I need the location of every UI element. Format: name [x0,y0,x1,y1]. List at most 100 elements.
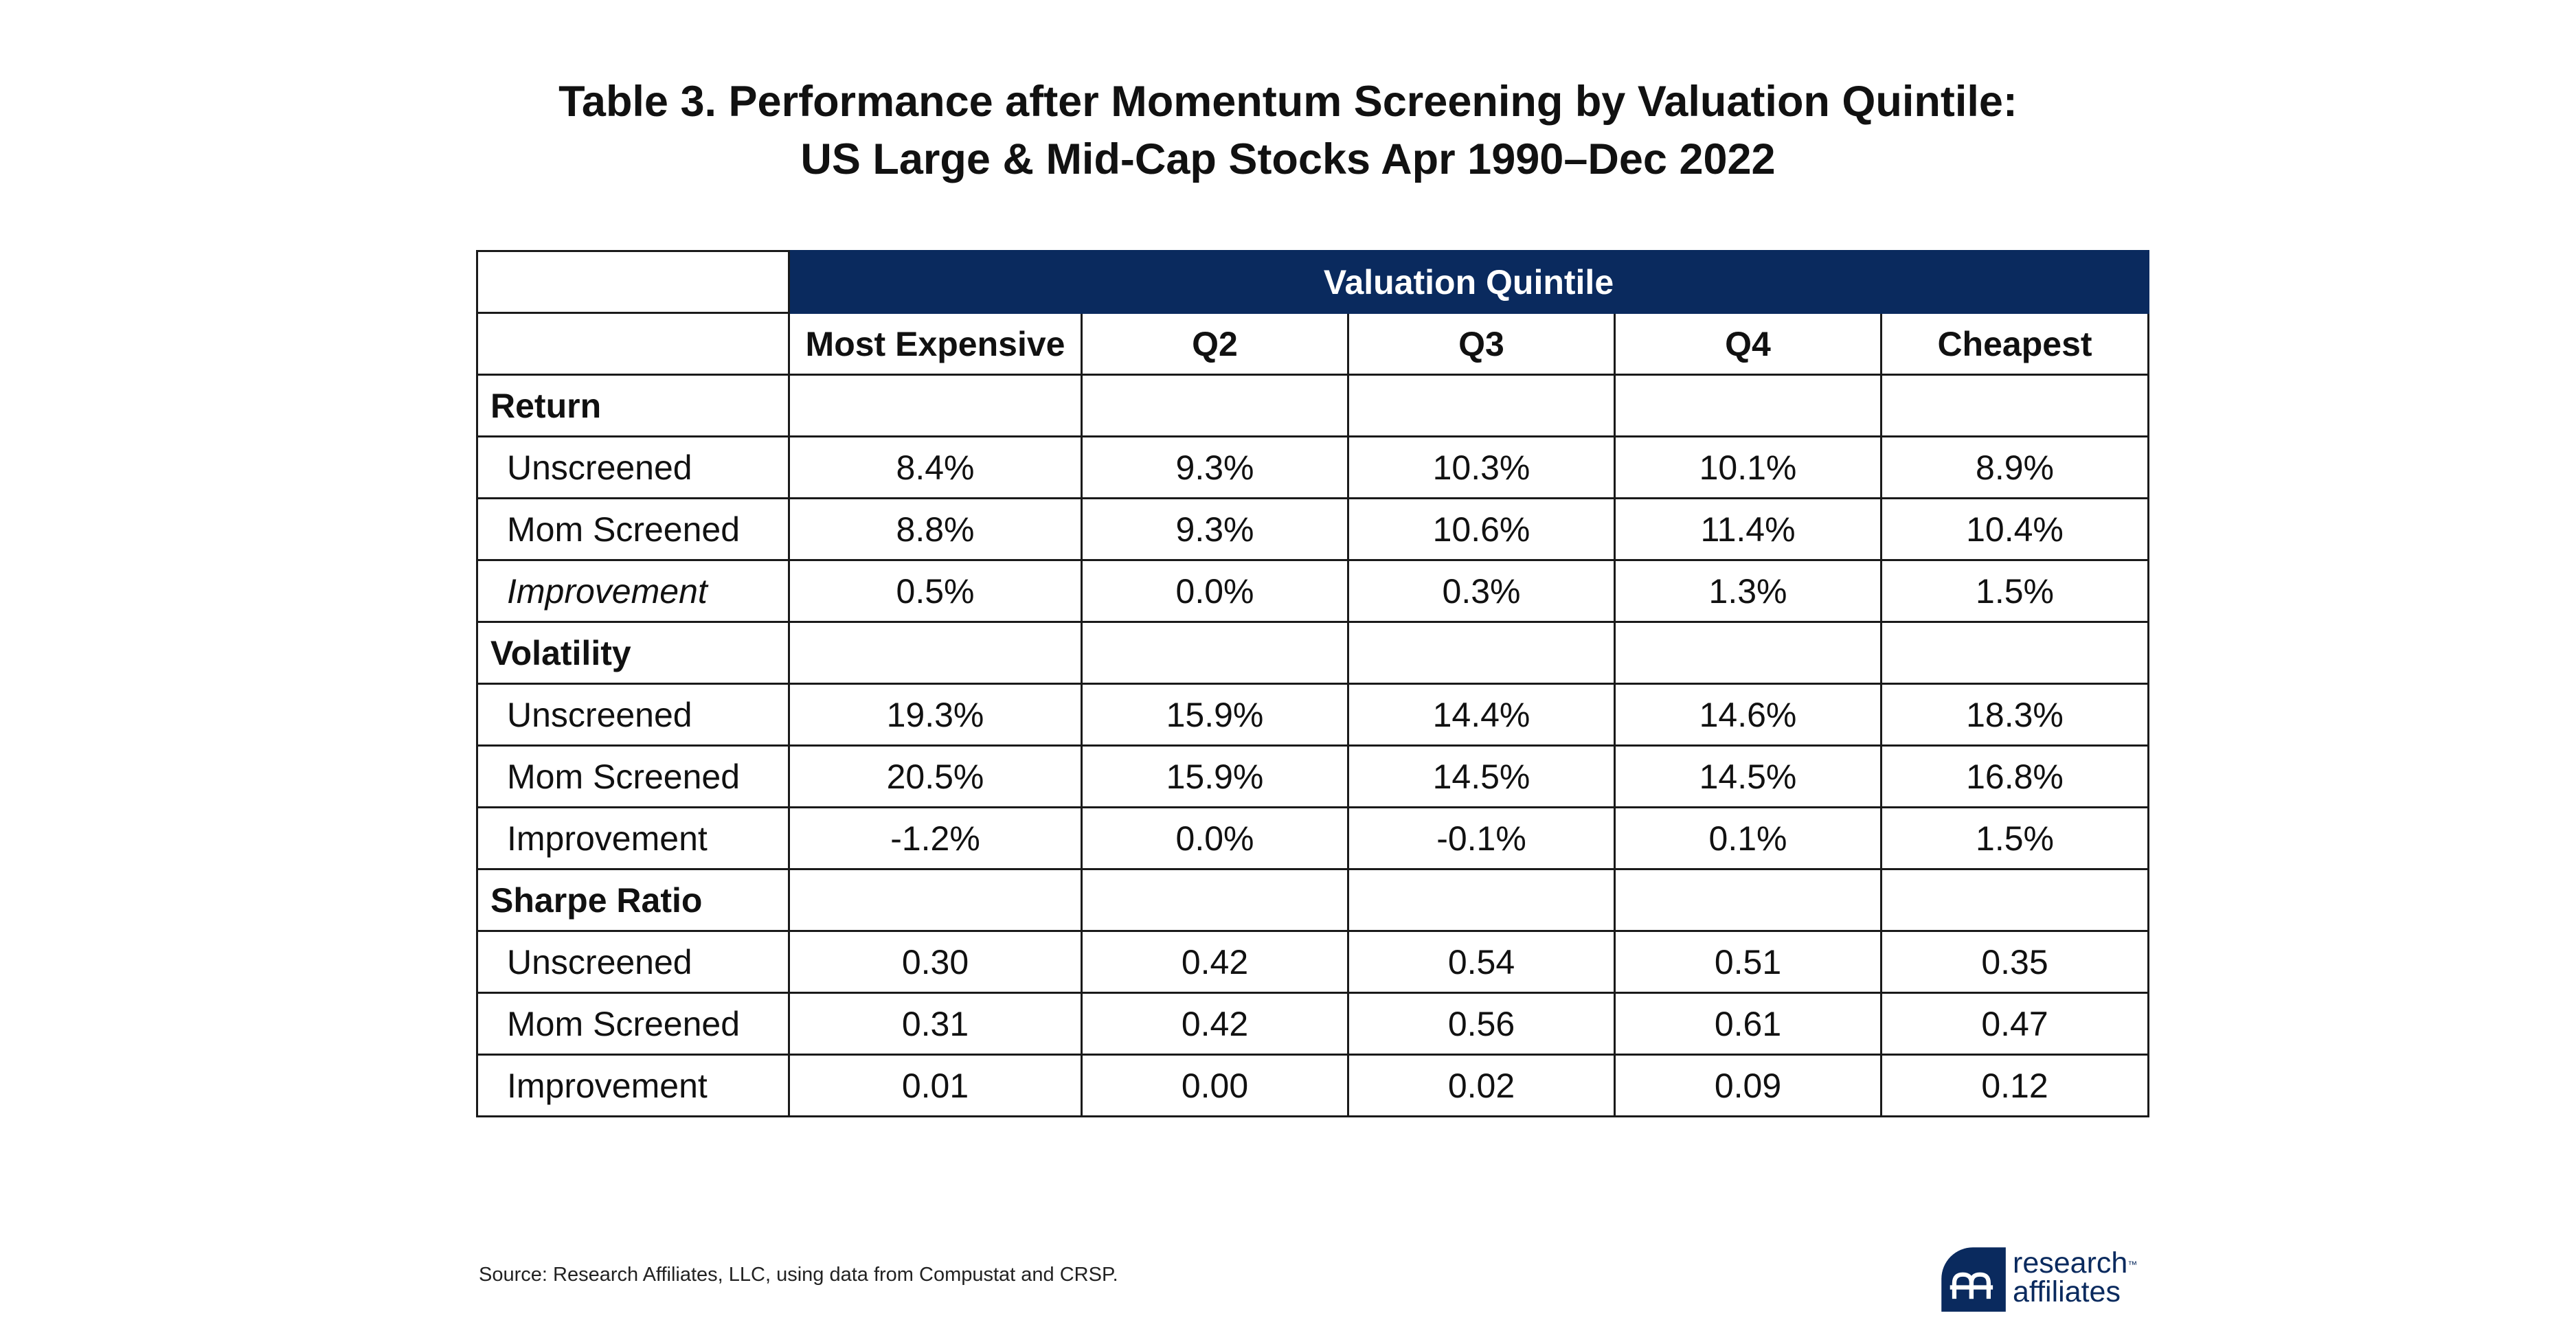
row-label: Improvement [476,1054,790,1117]
table-cell: 0.51 [1614,930,1882,994]
page-title: Table 3. Performance after Momentum Scre… [0,73,2576,188]
section-label: Sharpe Ratio [476,868,790,932]
column-header-q2: Q2 [1081,312,1349,376]
section-row-sharpe-ratio: Sharpe Ratio [476,868,2149,932]
logo-line-2: affiliates [2013,1275,2121,1308]
table-row: Improvement 0.01 0.00 0.02 0.09 0.12 [476,1054,2149,1117]
row-label: Mom Screened [476,744,790,808]
table-cell: 14.4% [1347,683,1616,747]
table-cell: 0.35 [1880,930,2149,994]
group-header-row: Valuation Quintile [476,250,2149,314]
corner-cell [476,250,790,314]
row-label: Improvement [476,559,790,623]
table-cell: 0.0% [1081,806,1349,870]
table-row: Unscreened 0.30 0.42 0.54 0.51 0.35 [476,930,2149,994]
section-label: Volatility [476,621,790,685]
table-cell: 15.9% [1081,744,1349,808]
table-cell: 19.3% [788,683,1083,747]
table-cell: 0.0% [1081,559,1349,623]
column-header-q4: Q4 [1614,312,1882,376]
table-cell: 20.5% [788,744,1083,808]
empty-cell [1880,374,2149,437]
table-cell: 9.3% [1081,497,1349,561]
table-cell: 14.5% [1347,744,1616,808]
table-cell: 0.42 [1081,930,1349,994]
valuation-quintile-header: Valuation Quintile [788,250,2149,314]
table-row: Improvement -1.2% 0.0% -0.1% 0.1% 1.5% [476,806,2149,870]
logo-line-1: research [2013,1247,2128,1279]
table-cell: 0.02 [1347,1054,1616,1117]
column-header-q3: Q3 [1347,312,1616,376]
empty-cell [1081,868,1349,932]
logo-trademark: ™ [2127,1259,2138,1270]
column-header-row: Most Expensive Q2 Q3 Q4 Cheapest [476,312,2149,376]
table-row: Mom Screened 20.5% 15.9% 14.5% 14.5% 16.… [476,744,2149,808]
table-cell: 1.5% [1880,806,2149,870]
empty-cell [788,374,1083,437]
row-label: Mom Screened [476,992,790,1056]
table-cell: 10.4% [1880,497,2149,561]
empty-cell [1614,868,1882,932]
table-cell: 0.3% [1347,559,1616,623]
table-row: Mom Screened 8.8% 9.3% 10.6% 11.4% 10.4% [476,497,2149,561]
section-label: Return [476,374,790,437]
empty-cell [1880,868,2149,932]
table-row: Improvement 0.5% 0.0% 0.3% 1.3% 1.5% [476,559,2149,623]
table-cell: 0.01 [788,1054,1083,1117]
table-cell: 10.3% [1347,435,1616,499]
table-cell: 9.3% [1081,435,1349,499]
empty-cell [1880,621,2149,685]
table-cell: 0.00 [1081,1054,1349,1117]
table-cell: 0.42 [1081,992,1349,1056]
research-affiliates-logo: research™ affiliates [1937,1236,2164,1319]
row-label: Improvement [476,806,790,870]
table-cell: 1.3% [1614,559,1882,623]
empty-cell [1347,868,1616,932]
empty-cell [1614,374,1882,437]
table-cell: 0.1% [1614,806,1882,870]
table-cell: 0.30 [788,930,1083,994]
row-label: Mom Screened [476,497,790,561]
empty-cell [788,621,1083,685]
table-cell: 0.61 [1614,992,1882,1056]
logo-wordmark: research™ affiliates [2013,1247,2138,1308]
performance-table: Valuation Quintile Most Expensive Q2 Q3 … [476,250,2149,1117]
table-cell: 8.9% [1880,435,2149,499]
source-note: Source: Research Affiliates, LLC, using … [479,1264,1118,1286]
table-cell: 10.1% [1614,435,1882,499]
table-cell: 0.12 [1880,1054,2149,1117]
empty-cell [1081,621,1349,685]
row-label: Unscreened [476,930,790,994]
title-line-1: Table 3. Performance after Momentum Scre… [558,78,2018,126]
table-cell: 11.4% [1614,497,1882,561]
row-label: Unscreened [476,683,790,747]
table-cell: 16.8% [1880,744,2149,808]
table-cell: 14.6% [1614,683,1882,747]
table-cell: 14.5% [1614,744,1882,808]
table-cell: 10.6% [1347,497,1616,561]
table-row: Unscreened 8.4% 9.3% 10.3% 10.1% 8.9% [476,435,2149,499]
table-row: Unscreened 19.3% 15.9% 14.4% 14.6% 18.3% [476,683,2149,747]
table-cell: -0.1% [1347,806,1616,870]
table-cell: 15.9% [1081,683,1349,747]
row-label: Unscreened [476,435,790,499]
column-header-most-expensive: Most Expensive [788,312,1083,376]
title-line-2: US Large & Mid-Cap Stocks Apr 1990–Dec 2… [800,135,1776,183]
empty-cell [788,868,1083,932]
table-cell: 8.4% [788,435,1083,499]
corner-cell [476,312,790,376]
table-cell: 0.09 [1614,1054,1882,1117]
empty-cell [1347,374,1616,437]
table-cell: 8.8% [788,497,1083,561]
table-row: Mom Screened 0.31 0.42 0.56 0.61 0.47 [476,992,2149,1056]
table-cell: -1.2% [788,806,1083,870]
table-cell: 0.5% [788,559,1083,623]
empty-cell [1347,621,1616,685]
table-cell: 0.54 [1347,930,1616,994]
section-row-volatility: Volatility [476,621,2149,685]
empty-cell [1081,374,1349,437]
table-cell: 0.47 [1880,992,2149,1056]
empty-cell [1614,621,1882,685]
section-row-return: Return [476,374,2149,437]
table-cell: 18.3% [1880,683,2149,747]
